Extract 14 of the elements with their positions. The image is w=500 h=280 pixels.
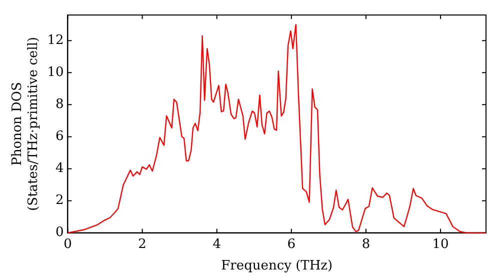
x-tick-label: 8: [362, 236, 370, 252]
x-axis-title: Frequency (THz): [221, 258, 333, 274]
y-tick-label: 12: [47, 33, 64, 48]
y-tick-label: 4: [55, 161, 64, 176]
x-tick-label: 10: [432, 236, 449, 252]
y-tick-label: 2: [55, 193, 64, 208]
y-axis-title: Phonon DOS (States/THz·primitive cell): [10, 36, 41, 211]
x-tick-label: 2: [138, 236, 146, 252]
x-tick-label: 6: [287, 236, 296, 252]
y-tick-label: 8: [55, 97, 64, 112]
y-tick-label: 10: [47, 65, 64, 80]
y-tick-label: 6: [55, 129, 64, 144]
y-tick-label: 0: [55, 225, 64, 240]
x-tick-label: 4: [212, 236, 221, 252]
